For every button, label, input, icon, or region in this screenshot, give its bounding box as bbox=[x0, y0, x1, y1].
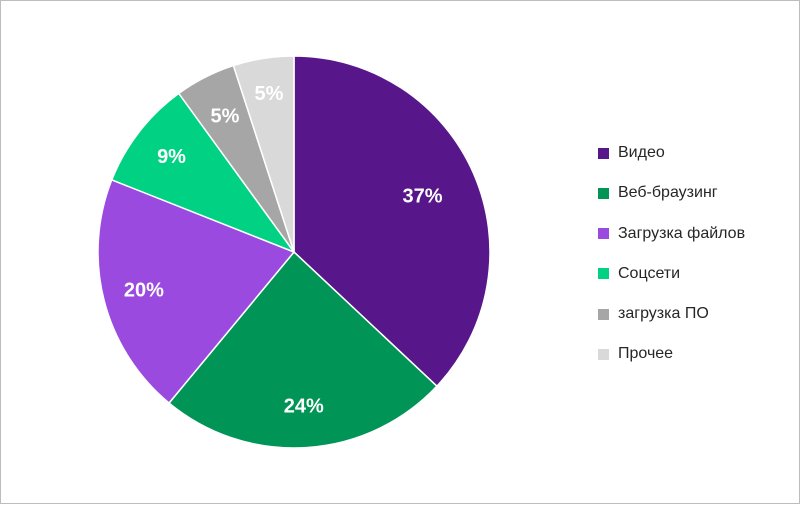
legend-label-other: Прочее bbox=[618, 345, 674, 363]
legend-swatch-software-downloads bbox=[598, 308, 609, 320]
legend-item-web-browsing: Веб-браузинг bbox=[598, 181, 745, 205]
pie-slice-web-browsing bbox=[168, 250, 438, 449]
legend-swatch-other bbox=[598, 348, 609, 360]
legend-item-other: Прочее bbox=[598, 342, 745, 366]
data-label-social-networks: 9% bbox=[157, 146, 186, 168]
legend-swatch-social-networks bbox=[598, 268, 609, 280]
data-label-software-downloads: 5% bbox=[211, 106, 240, 128]
pie-slice-video bbox=[293, 55, 491, 388]
legend-swatch-file-downloads bbox=[598, 228, 609, 240]
legend-swatch-web-browsing bbox=[598, 187, 609, 199]
data-label-other: 5% bbox=[255, 83, 284, 105]
legend-item-software-downloads: загрузка ПО bbox=[598, 302, 745, 326]
pie-slice-file-downloads bbox=[97, 178, 296, 405]
legend-item-file-downloads: Загрузка файлов bbox=[598, 222, 745, 246]
data-label-file-downloads: 20% bbox=[124, 280, 164, 302]
legend-item-video: Видео bbox=[598, 141, 745, 165]
legend-label-file-downloads: Загрузка файлов bbox=[618, 224, 746, 242]
legend-label-social-networks: Соцсети bbox=[618, 264, 681, 282]
legend-swatch-video bbox=[598, 147, 609, 159]
legend-label-software-downloads: загрузка ПО bbox=[618, 305, 709, 323]
legend: Видео Веб-браузинг Загрузка файлов Соцсе… bbox=[598, 141, 745, 383]
legend-label-web-browsing: Веб-браузинг bbox=[618, 184, 718, 202]
pie-slice-social-networks bbox=[110, 92, 297, 254]
pie-slice-other bbox=[232, 55, 295, 253]
data-label-web-browsing: 24% bbox=[284, 396, 324, 418]
legend-item-social-networks: Соцсети bbox=[598, 262, 745, 286]
legend-label-video: Видео bbox=[618, 144, 665, 161]
data-label-video: 37% bbox=[402, 185, 442, 207]
